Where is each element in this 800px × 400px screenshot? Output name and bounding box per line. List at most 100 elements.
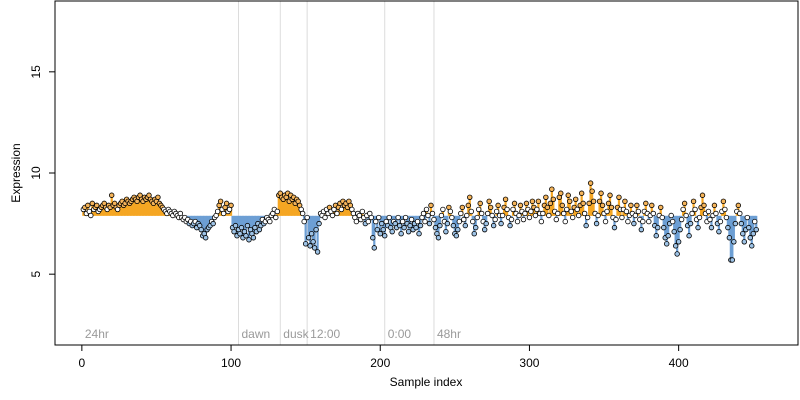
data-point [414, 218, 421, 225]
x-tick-label: 100 [221, 356, 241, 370]
phase-label: 24hr [85, 327, 109, 341]
data-point [217, 198, 224, 205]
data-point [535, 198, 542, 205]
data-point [232, 222, 239, 229]
data-point [559, 202, 565, 209]
data-point [622, 198, 628, 205]
data-point [674, 251, 680, 257]
data-point [616, 194, 622, 200]
data-point [725, 224, 731, 231]
data-point [437, 222, 443, 229]
data-point [543, 194, 549, 200]
data-point [511, 200, 518, 207]
data-point [664, 241, 670, 247]
data-point [322, 214, 328, 221]
data-point [516, 212, 522, 219]
data-point [464, 212, 470, 219]
data-point [720, 198, 727, 205]
data-point [613, 216, 619, 223]
data-point [584, 214, 591, 221]
y-tick-label: 5 [29, 271, 43, 278]
data-point [88, 212, 94, 219]
data-point [380, 226, 386, 233]
phase-label: dusk [283, 327, 309, 341]
data-point [198, 226, 204, 233]
data-point [498, 220, 504, 227]
data-point [373, 218, 379, 225]
data-point [395, 214, 401, 221]
data-point [581, 210, 588, 217]
data-point [246, 237, 252, 243]
data-point [431, 216, 437, 223]
data-points [80, 180, 759, 263]
data-point [517, 202, 524, 209]
data-point [574, 206, 580, 213]
data-point [746, 224, 752, 231]
data-point [459, 204, 466, 211]
data-point [398, 231, 404, 237]
data-point [558, 190, 564, 196]
data-point [422, 218, 428, 225]
data-point [231, 228, 237, 235]
data-point [686, 233, 692, 239]
data-point [481, 226, 488, 233]
data-point [568, 208, 574, 215]
data-point [532, 212, 539, 219]
data-point [752, 218, 758, 225]
data-point [489, 212, 495, 219]
data-point [486, 198, 492, 205]
data-point [677, 226, 683, 233]
data-point [523, 200, 530, 207]
data-point [440, 206, 446, 213]
data-point [565, 192, 571, 198]
data-point [458, 210, 464, 217]
data-point [659, 214, 665, 221]
data-point [314, 249, 321, 255]
data-point [435, 235, 442, 241]
data-point [520, 216, 527, 223]
data-point [499, 212, 506, 219]
data-point [155, 194, 161, 200]
data-point [316, 220, 322, 227]
data-point [408, 216, 415, 223]
data-point [553, 216, 560, 223]
data-point [638, 226, 645, 233]
data-point [669, 218, 676, 225]
data-point [590, 198, 597, 205]
data-point [540, 210, 546, 217]
data-point [432, 224, 439, 231]
data-point [701, 202, 707, 209]
data-point [374, 226, 380, 233]
data-point [678, 216, 685, 223]
data-point [546, 212, 552, 219]
data-point [313, 226, 319, 233]
phase-lines [238, 1, 435, 345]
data-point [413, 224, 419, 231]
data-point [625, 218, 631, 225]
data-point [689, 210, 695, 217]
data-point [602, 218, 609, 225]
data-point [549, 186, 555, 192]
x-axis: 0 100 200 300 400 [79, 344, 689, 370]
data-point [575, 212, 582, 219]
data-point [683, 212, 689, 219]
data-point [304, 214, 310, 221]
data-point [628, 202, 634, 209]
data-point [749, 243, 755, 249]
phase-labels: 24hr dawn dusk 12:00 0:00 48hr [85, 327, 461, 341]
data-point [299, 210, 306, 217]
data-point [416, 231, 422, 237]
data-point [444, 220, 451, 227]
data-point [680, 206, 686, 213]
phase-label: 48hr [437, 327, 461, 341]
data-point [735, 202, 742, 209]
data-point [705, 208, 712, 215]
data-point [567, 198, 573, 205]
data-point [308, 231, 315, 237]
data-point [514, 218, 521, 225]
data-point [570, 214, 576, 221]
data-point [510, 206, 516, 213]
data-point [578, 190, 585, 196]
data-point [379, 220, 385, 227]
data-point [605, 200, 612, 207]
